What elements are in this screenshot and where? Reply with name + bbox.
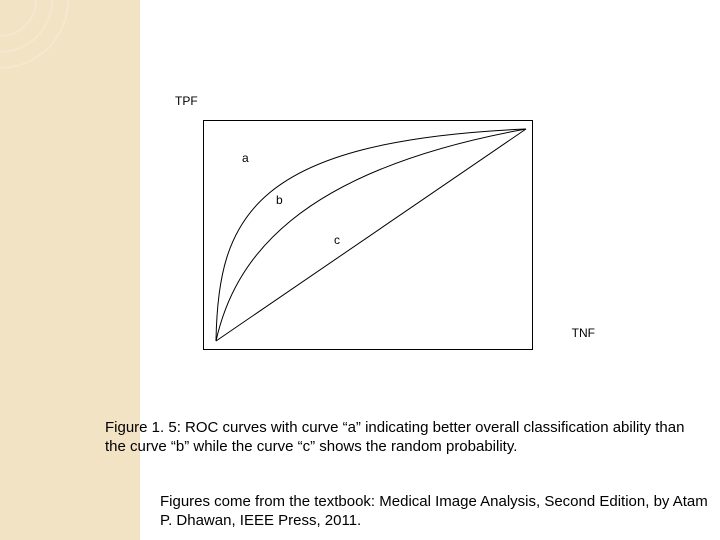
curve-label-c: c (334, 233, 340, 247)
figure-attribution: Figures come from the textbook: Medical … (160, 492, 720, 530)
curve-label-a: a (242, 151, 249, 165)
figure-caption: Figure 1. 5: ROC curves with curve “a” i… (105, 418, 695, 456)
y-axis-label: TPF (175, 94, 198, 108)
roc-chart: TPF a b c TNF (175, 100, 555, 350)
x-axis-label: TNF (572, 326, 595, 340)
plot-area: a b c (203, 120, 533, 350)
decorative-circles (0, 0, 120, 120)
roc-curves-svg (204, 121, 534, 351)
curve-label-b: b (276, 193, 283, 207)
